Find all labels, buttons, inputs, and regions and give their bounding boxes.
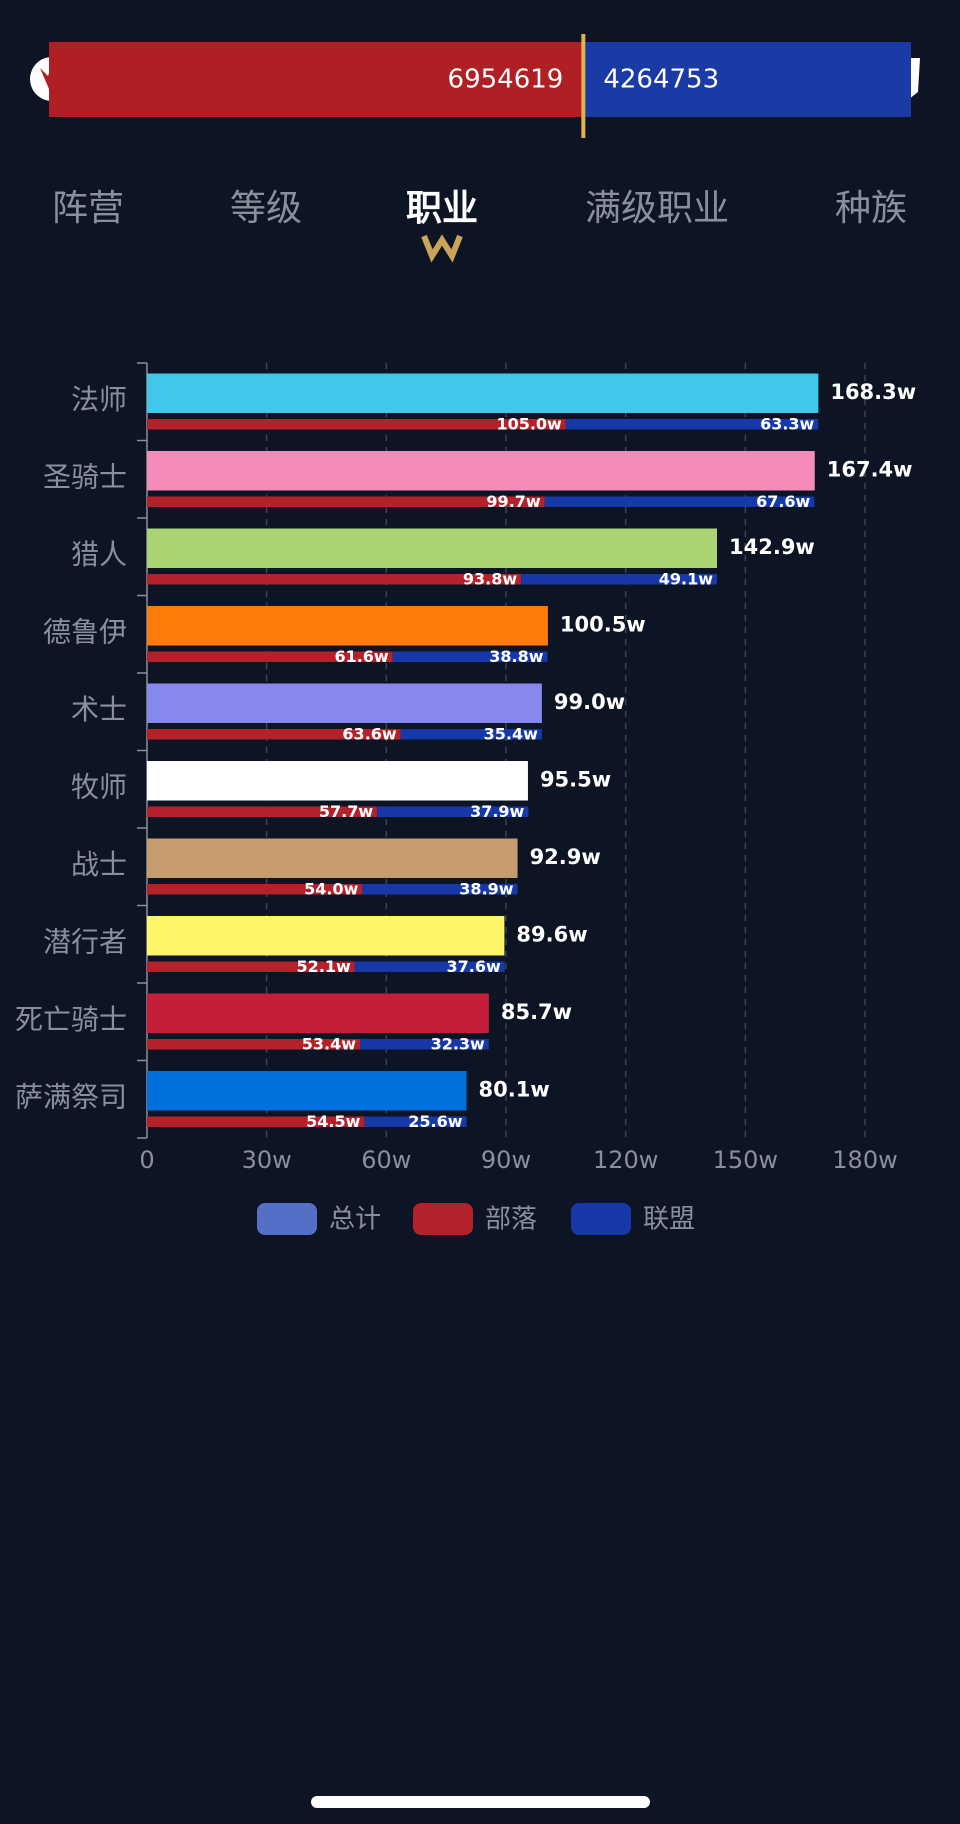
alliance-bar — [354, 961, 505, 972]
horde-bar — [49, 42, 584, 117]
horde-value-label: 57.7w — [319, 802, 373, 821]
legend-label[interactable]: 部落 — [485, 1205, 537, 1235]
y-tick-label: 潜行者 — [43, 926, 127, 959]
alliance-bar — [360, 1039, 489, 1050]
bar — [147, 916, 505, 956]
alliance-value-label: 38.9w — [459, 880, 513, 899]
active-tab-indicator — [421, 234, 463, 263]
legend-swatch[interactable] — [413, 1203, 473, 1235]
x-tick-label: 120w — [593, 1146, 658, 1174]
horde-value-label: 63.6w — [342, 725, 396, 744]
alliance-bar — [521, 574, 718, 585]
bar — [147, 683, 542, 723]
alliance-bar — [583, 42, 911, 117]
horde-value-label: 53.4w — [302, 1035, 356, 1054]
horde-value-label: 52.1w — [297, 957, 351, 976]
y-tick-label: 牧师 — [71, 771, 127, 804]
horde-value-label: 93.8w — [463, 570, 517, 589]
bar — [147, 451, 815, 491]
tab[interactable]: 种族 — [835, 188, 907, 229]
horde-bar — [147, 1039, 361, 1050]
horde-value-label: 54.5w — [306, 1112, 360, 1131]
horde-value-label: 54.0w — [304, 880, 358, 899]
legend-swatch[interactable] — [571, 1203, 631, 1235]
horde-bar — [147, 961, 355, 972]
y-tick-label: 萨满祭司 — [15, 1081, 127, 1114]
horde-bar — [147, 729, 401, 740]
horde-value-label: 99.7w — [486, 492, 540, 511]
alliance-value-label: 25.6w — [408, 1112, 462, 1131]
bar — [147, 1071, 467, 1111]
tab[interactable]: 职业 — [406, 188, 478, 229]
alliance-value-label: 38.8w — [489, 647, 543, 666]
tab[interactable]: 阵营 — [52, 188, 124, 229]
alliance-bar — [392, 651, 548, 662]
x-tick-label: 0 — [139, 1146, 154, 1174]
bar — [147, 373, 819, 413]
y-tick-label: 战士 — [71, 848, 127, 881]
horde-bar — [147, 574, 522, 585]
alliance-bar — [400, 729, 542, 740]
y-tick-label: 猎人 — [71, 538, 127, 571]
alliance-value-label: 37.6w — [447, 957, 501, 976]
home-indicator — [311, 1796, 650, 1808]
y-tick-label: 法师 — [71, 383, 127, 416]
x-tick-label: 60w — [361, 1146, 411, 1174]
divider — [581, 34, 586, 138]
x-tick-label: 90w — [481, 1146, 531, 1174]
y-tick-label: 德鲁伊 — [43, 616, 127, 649]
bar-value-label: 142.9w — [729, 535, 815, 559]
x-tick-label: 180w — [832, 1146, 897, 1174]
bar-value-label: 95.5w — [540, 768, 611, 792]
alliance-value-label: 35.4w — [484, 725, 538, 744]
alliance-bar — [565, 419, 819, 430]
horde-bar — [147, 496, 545, 507]
alliance-value-label: 37.9w — [470, 802, 524, 821]
y-tick-label: 圣骑士 — [43, 461, 127, 494]
alliance-value-label: 32.3w — [431, 1035, 485, 1054]
x-tick-label: 150w — [713, 1146, 778, 1174]
horde-value-label: 61.6w — [334, 647, 388, 666]
bar-value-label: 168.3w — [830, 380, 916, 404]
bar-value-label: 100.5w — [560, 613, 646, 637]
alliance-bar — [364, 1116, 467, 1127]
horde-count: 6954619 — [448, 65, 564, 95]
bar — [147, 993, 489, 1033]
bar — [147, 761, 528, 801]
legend-label[interactable]: 联盟 — [643, 1205, 695, 1235]
alliance-bar — [362, 884, 518, 895]
horde-bar — [147, 1116, 365, 1127]
tab[interactable]: 满级职业 — [585, 188, 729, 229]
horde-bar — [147, 806, 378, 817]
horde-bar — [147, 884, 363, 895]
alliance-value-label: 49.1w — [659, 570, 713, 589]
alliance-bar — [544, 496, 815, 507]
horde-value-label: 105.0w — [496, 415, 562, 434]
bar-value-label: 99.0w — [554, 690, 625, 714]
x-tick-label: 30w — [242, 1146, 292, 1174]
bar-value-label: 92.9w — [530, 845, 601, 869]
horde-bar — [147, 419, 566, 430]
y-tick-label: 死亡骑士 — [15, 1003, 127, 1036]
tab[interactable]: 等级 — [230, 188, 302, 229]
legend-swatch[interactable] — [257, 1203, 317, 1235]
alliance-count: 4264753 — [603, 65, 719, 95]
alliance-value-label: 67.6w — [756, 492, 810, 511]
bar-value-label: 85.7w — [501, 1000, 572, 1024]
bar-value-label: 89.6w — [516, 923, 587, 947]
y-tick-label: 术士 — [71, 693, 127, 726]
horde-bar — [147, 651, 393, 662]
bar — [147, 838, 518, 878]
alliance-bar — [377, 806, 529, 817]
legend-label[interactable]: 总计 — [329, 1205, 381, 1235]
bar-value-label: 167.4w — [827, 458, 913, 482]
bar — [147, 528, 718, 568]
bar-value-label: 80.1w — [479, 1078, 550, 1102]
bar — [147, 606, 548, 646]
alliance-value-label: 63.3w — [760, 415, 814, 434]
